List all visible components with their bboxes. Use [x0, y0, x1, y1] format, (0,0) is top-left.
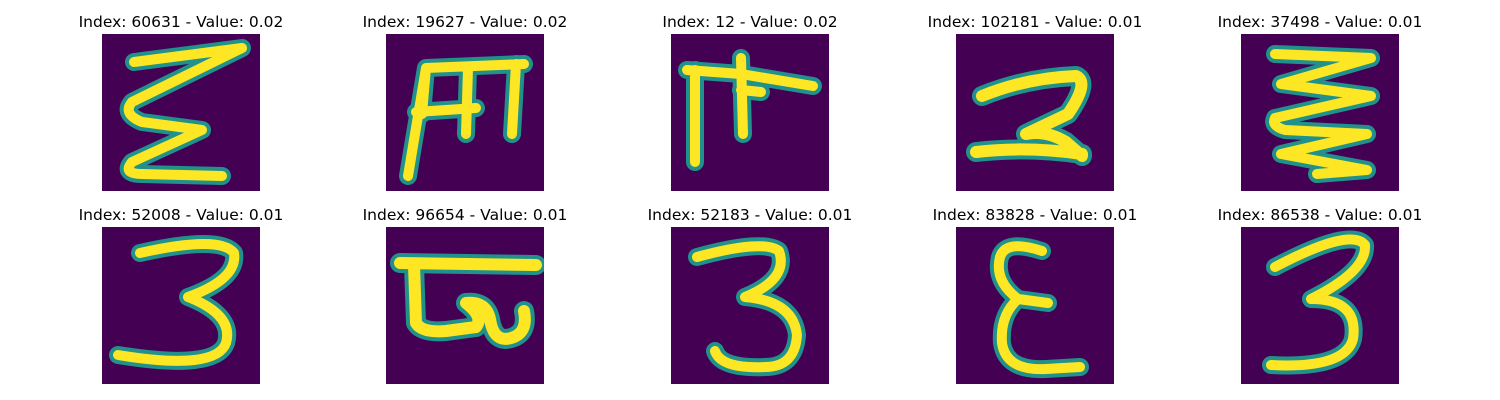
panel-title: Index: 86538 - Value: 0.01	[1217, 206, 1423, 224]
glyph-image	[102, 227, 260, 384]
panel-1: Index: 60631 - Value: 0.02	[71, 12, 291, 192]
panel-title: Index: 37498 - Value: 0.01	[1217, 13, 1423, 31]
panel-7: Index: 96654 - Value: 0.01	[355, 205, 575, 385]
panel-title: Index: 96654 - Value: 0.01	[362, 206, 568, 224]
panel-8: Index: 52183 - Value: 0.01	[640, 205, 860, 385]
glyph-image	[671, 34, 829, 191]
panel-9: Index: 83828 - Value: 0.01	[925, 205, 1145, 385]
panel-5: Index: 37498 - Value: 0.01	[1210, 12, 1430, 192]
glyph-image	[1241, 34, 1399, 191]
panel-3: Index: 12 - Value: 0.02	[640, 12, 860, 192]
glyph-image	[1241, 227, 1399, 384]
panel-title: Index: 52183 - Value: 0.01	[647, 206, 853, 224]
panel-4: Index: 102181 - Value: 0.01	[925, 12, 1145, 192]
panel-2: Index: 19627 - Value: 0.02	[355, 12, 575, 192]
panel-10: Index: 86538 - Value: 0.01	[1210, 205, 1430, 385]
panel-title: Index: 12 - Value: 0.02	[662, 13, 838, 31]
glyph-image	[386, 227, 544, 384]
glyph-image	[386, 34, 544, 191]
panel-title: Index: 102181 - Value: 0.01	[927, 13, 1143, 31]
panel-title: Index: 60631 - Value: 0.02	[78, 13, 284, 31]
glyph-image	[956, 34, 1114, 191]
glyph-image	[956, 227, 1114, 384]
glyph-image	[671, 227, 829, 384]
panel-title: Index: 83828 - Value: 0.01	[932, 206, 1138, 224]
panel-6: Index: 52008 - Value: 0.01	[71, 205, 291, 385]
panel-title: Index: 19627 - Value: 0.02	[362, 13, 568, 31]
glyph-image	[102, 34, 260, 191]
panel-title: Index: 52008 - Value: 0.01	[78, 206, 284, 224]
